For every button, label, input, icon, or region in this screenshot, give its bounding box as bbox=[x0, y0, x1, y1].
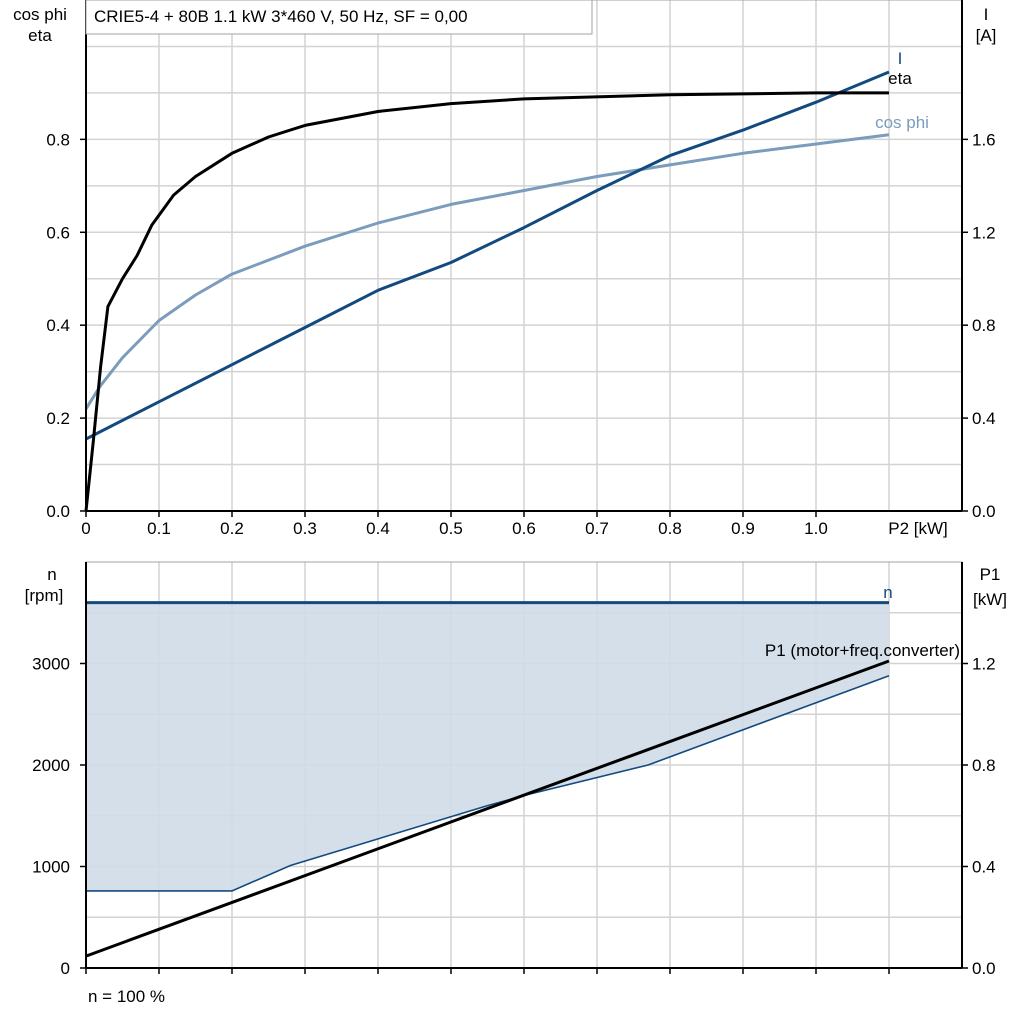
y-tick-label-right: 0.8 bbox=[972, 316, 996, 335]
bottom-right-axis-label-1: P1 bbox=[980, 565, 1001, 584]
x-tick-label: 1.0 bbox=[804, 519, 828, 538]
series-line-eta bbox=[84, 91, 889, 512]
top-right-axis-label-1: I bbox=[984, 5, 989, 24]
y-tick-label-right: 0.4 bbox=[972, 858, 996, 877]
x-tick-label: 0.6 bbox=[512, 519, 536, 538]
x-tick-label: 0.1 bbox=[147, 519, 171, 538]
top-right-axis-label-2: [A] bbox=[976, 26, 997, 45]
series-line-P1 bbox=[85, 659, 890, 958]
y-tick-label-right: 1.2 bbox=[972, 223, 996, 242]
x-tick-label: 0.7 bbox=[585, 519, 609, 538]
label-P1: P1 (motor+freq.converter) bbox=[765, 641, 960, 660]
bottom-left-axis-label-1: n bbox=[47, 565, 56, 584]
y-tick-label-right: 0.4 bbox=[972, 409, 996, 428]
chart-title: CRIE5-4 + 80B 1.1 kW 3*460 V, 50 Hz, SF … bbox=[94, 7, 468, 26]
y-tick-label-left: 0.8 bbox=[46, 130, 70, 149]
top-left-axis-label-2: eta bbox=[28, 26, 52, 45]
y-tick-label-left: 2000 bbox=[32, 756, 70, 775]
y-tick-label-left: 3000 bbox=[32, 655, 70, 674]
x-tick-label: 0 bbox=[81, 519, 90, 538]
label-cos-phi: cos phi bbox=[875, 113, 929, 132]
y-tick-label-right: 0.0 bbox=[972, 502, 996, 521]
x-tick-label: 0.4 bbox=[366, 519, 390, 538]
y-tick-label-right: 1.2 bbox=[972, 655, 996, 674]
y-tick-label-left: 0.6 bbox=[46, 223, 70, 242]
y-tick-label-right: 0.0 bbox=[972, 959, 996, 978]
chart-marks bbox=[84, 70, 890, 958]
top-left-axis-label-1: cos phi bbox=[13, 5, 67, 24]
y-tick-label-left: 0.4 bbox=[46, 316, 70, 335]
top-chart-grid bbox=[86, 0, 962, 511]
bottom-right-axis-label-2: [kW] bbox=[973, 590, 1007, 609]
title-box bbox=[85, 0, 593, 35]
bottom-left-axis-label-2: [rpm] bbox=[25, 586, 64, 605]
label-I: I bbox=[898, 49, 903, 68]
series-line-cos-phi bbox=[84, 133, 890, 410]
x-tick-label: 0.5 bbox=[439, 519, 463, 538]
label-n: n bbox=[883, 583, 892, 602]
y-tick-label-left: 0.2 bbox=[46, 409, 70, 428]
speed-range-band bbox=[86, 602, 889, 891]
series-line-I bbox=[85, 70, 890, 441]
x-axis-label: P2 [kW] bbox=[888, 519, 948, 538]
x-tick-label: 0.8 bbox=[658, 519, 682, 538]
label-eta: eta bbox=[888, 69, 912, 88]
y-tick-label-right: 0.8 bbox=[972, 756, 996, 775]
y-tick-label-left: 0.0 bbox=[46, 502, 70, 521]
footnote: n = 100 % bbox=[88, 987, 165, 1006]
y-tick-label-left: 0 bbox=[61, 959, 70, 978]
y-tick-label-right: 1.6 bbox=[972, 130, 996, 149]
series-line-n-min bbox=[86, 674, 890, 892]
x-tick-label: 0.2 bbox=[220, 519, 244, 538]
x-tick-label: 0.9 bbox=[731, 519, 755, 538]
y-tick-label-left: 1000 bbox=[32, 858, 70, 877]
axes: 0 0.1 0.2 0.3 0.4 0.5 0.6 0.7 0.8 0.9 1.0 0.0 0.2 0.4… bbox=[32, 0, 996, 978]
x-tick-label: 0.3 bbox=[293, 519, 317, 538]
